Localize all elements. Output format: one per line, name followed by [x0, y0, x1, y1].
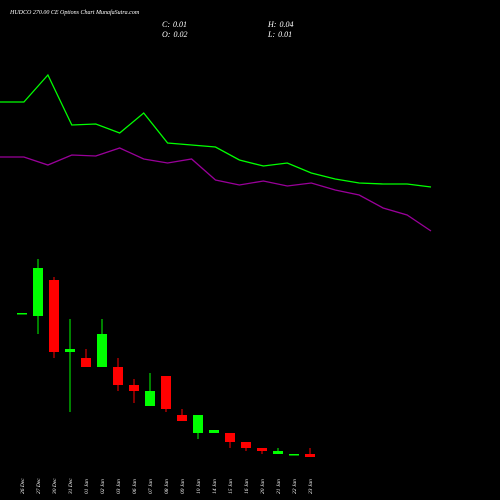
candle-body — [113, 367, 123, 385]
x-tick-label: 03 Jan — [116, 479, 122, 494]
x-tick-label: 31 Dec — [68, 478, 74, 495]
candle-body — [225, 433, 235, 442]
ohlc-summary: H: 0.04 — [267, 20, 293, 29]
x-tick-label: 14 Jan — [211, 479, 218, 494]
ohlc-summary: L: 0.01 — [267, 30, 292, 39]
candle-body — [49, 280, 59, 352]
ohlc-value: 0.02 — [173, 30, 187, 39]
candle-body — [177, 415, 187, 421]
candle-body — [161, 376, 171, 409]
x-tick-label: 08 Jan — [164, 479, 170, 494]
candle-body — [17, 313, 27, 315]
x-tick-label: 21 Jan — [276, 479, 282, 494]
x-tick-label: 23 Jan — [308, 479, 314, 494]
candle-body — [145, 391, 155, 406]
candle-body — [273, 451, 283, 454]
x-tick-label: 10 Jan — [196, 479, 202, 494]
x-tick-label: 06 Jan — [132, 479, 138, 494]
candle-body — [129, 385, 139, 391]
x-tick-label: 09 Jan — [180, 479, 186, 494]
x-tick-label: 01 Jan — [84, 479, 90, 494]
ohlc-label: C: — [162, 20, 170, 29]
candle-body — [81, 358, 91, 367]
x-tick-label: 27 Dec — [36, 478, 42, 494]
ohlc-label: O: — [162, 30, 171, 39]
candle-body — [305, 454, 315, 457]
ohlc-value: 0.04 — [279, 20, 293, 29]
x-tick-label: 22 Jan — [292, 479, 298, 494]
x-tick-label: 07 Jan — [148, 479, 154, 494]
indicator-line — [0, 147, 432, 232]
candle-body — [65, 349, 75, 352]
ohlc-value: 0.01 — [278, 30, 292, 39]
candle-body — [241, 442, 251, 448]
x-tick-label: 02 Jan — [100, 479, 106, 494]
ohlc-label: H: — [267, 20, 277, 29]
indicator-line — [0, 73, 432, 188]
x-tick-label: 20 Jan — [260, 479, 266, 494]
ohlc-label: L: — [267, 30, 275, 39]
ohlc-summary: C: 0.01 — [162, 20, 187, 29]
candle-body — [97, 334, 107, 367]
x-tick-label: 30 Dec — [52, 478, 58, 495]
ohlc-value: 0.01 — [173, 20, 187, 29]
candle-body — [33, 268, 43, 316]
x-tick-label: 15 Jan — [228, 479, 234, 494]
candle-body — [209, 430, 219, 433]
candle-body — [257, 448, 267, 451]
x-tick-label: 26 Dec — [20, 478, 26, 494]
candle-body — [289, 454, 299, 456]
candle-body — [193, 415, 203, 433]
ohlc-summary: O: 0.02 — [162, 30, 187, 39]
x-tick-label: 16 Jan — [244, 479, 250, 494]
chart-title: HUDCO 270.00 CE Options Chart MunafaSutr… — [9, 9, 140, 16]
